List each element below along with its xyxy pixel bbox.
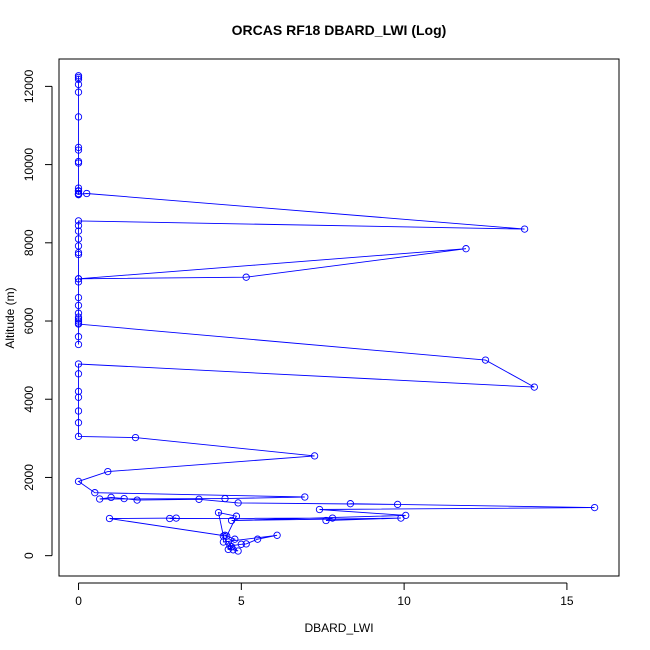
y-tick-label: 4000 [22, 386, 36, 413]
data-point [219, 538, 228, 546]
data-point [74, 250, 83, 259]
data-point [120, 494, 128, 503]
y-axis-label: Altitude (m) [3, 287, 17, 348]
data-point [221, 494, 229, 503]
data-point [74, 301, 83, 310]
data-point [133, 496, 141, 504]
data-point [253, 535, 262, 543]
y-tick-label: 2000 [22, 464, 36, 491]
y-tick-label: 12000 [22, 69, 36, 103]
data-point [74, 73, 83, 82]
data-point [74, 221, 83, 230]
data-point [530, 383, 538, 391]
data-point [74, 146, 83, 154]
data-point [74, 393, 83, 401]
data-point [105, 514, 114, 523]
x-tick-label: 10 [397, 594, 411, 608]
data-point [214, 508, 223, 517]
data-point [74, 88, 83, 96]
data-point [74, 190, 83, 198]
data-point [74, 360, 83, 368]
data-point [74, 333, 83, 341]
data-point [74, 187, 83, 195]
data-point [234, 499, 242, 507]
y-tick-label: 0 [22, 552, 36, 559]
data-point [231, 535, 239, 543]
data-point [237, 540, 245, 548]
data-point [74, 217, 83, 225]
y-tick-label: 10000 [22, 148, 36, 182]
data-point [195, 495, 203, 503]
data-point [131, 433, 140, 442]
x-axis: 0 5 10 15 [75, 582, 574, 608]
data-point [301, 493, 309, 501]
data-point [74, 278, 83, 286]
data-point [74, 477, 83, 486]
data-point [322, 516, 330, 525]
data-point [74, 309, 83, 317]
data-point [74, 370, 83, 378]
data-point [74, 235, 83, 243]
data-point [242, 540, 250, 548]
data-point [219, 532, 228, 540]
data-point [462, 245, 470, 253]
data-point [273, 531, 281, 539]
data-point [74, 317, 83, 325]
data-point [74, 159, 83, 167]
data-point [74, 113, 83, 121]
data-point [83, 189, 91, 198]
data-point [74, 293, 83, 302]
data-point [107, 493, 115, 502]
data-point [74, 315, 83, 323]
x-axis-label: DBARD_LWI [304, 621, 373, 635]
series-layer [74, 72, 599, 555]
data-point [74, 387, 83, 396]
data-point [74, 407, 83, 415]
data-point [481, 356, 490, 364]
data-point [346, 500, 355, 508]
data-point [224, 538, 232, 546]
data-point [242, 273, 250, 281]
data-point [328, 514, 337, 522]
data-point [221, 531, 229, 539]
y-tick-label: 8000 [22, 229, 36, 256]
data-point [74, 75, 83, 83]
x-tick-label: 0 [75, 594, 82, 608]
data-point [234, 547, 242, 555]
series-line [77, 75, 595, 552]
data-point [104, 467, 112, 476]
data-point [172, 514, 180, 522]
data-point [74, 143, 83, 152]
data-point [315, 505, 324, 514]
data-point [393, 500, 402, 509]
data-point [96, 495, 104, 503]
data-point [74, 80, 83, 89]
chart-title: ORCAS RF18 DBARD_LWI (Log) [232, 22, 447, 38]
y-tick-label: 6000 [22, 307, 36, 334]
data-point [232, 512, 241, 520]
y-axis: 0 2000 4000 6000 8000 10000 12000 [22, 69, 53, 559]
plot-frame [58, 58, 620, 577]
data-point [74, 275, 83, 283]
data-point [590, 503, 599, 512]
data-point [310, 452, 319, 460]
data-point [520, 225, 529, 233]
data-point [74, 432, 83, 441]
data-point [74, 227, 83, 235]
x-tick-label: 15 [560, 594, 574, 608]
data-point [227, 516, 236, 525]
data-point [74, 419, 83, 427]
data-point [74, 320, 83, 328]
data-point [74, 340, 83, 349]
data-point [397, 514, 405, 522]
data-point [74, 313, 83, 321]
data-point [91, 489, 99, 497]
x-tick-label: 5 [238, 594, 245, 608]
data-point [74, 248, 83, 257]
